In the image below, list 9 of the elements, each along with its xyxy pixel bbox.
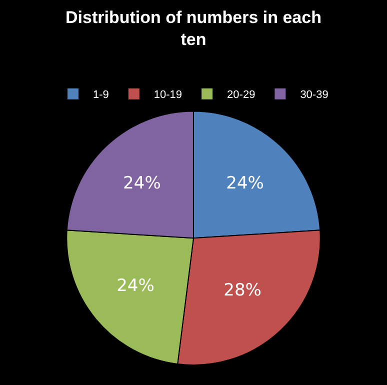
legend-label: 10-19 [154,89,182,102]
chart-title: Distribution of numbers in each ten [66,8,322,50]
legend-label: 1-9 [93,89,109,102]
data-label: 24% [116,276,154,296]
legend-label: 30-39 [300,89,328,102]
data-label: 24% [123,173,161,194]
legend-label: 20-29 [227,89,256,102]
data-label: 28% [224,280,262,300]
data-label: 24% [226,173,264,194]
